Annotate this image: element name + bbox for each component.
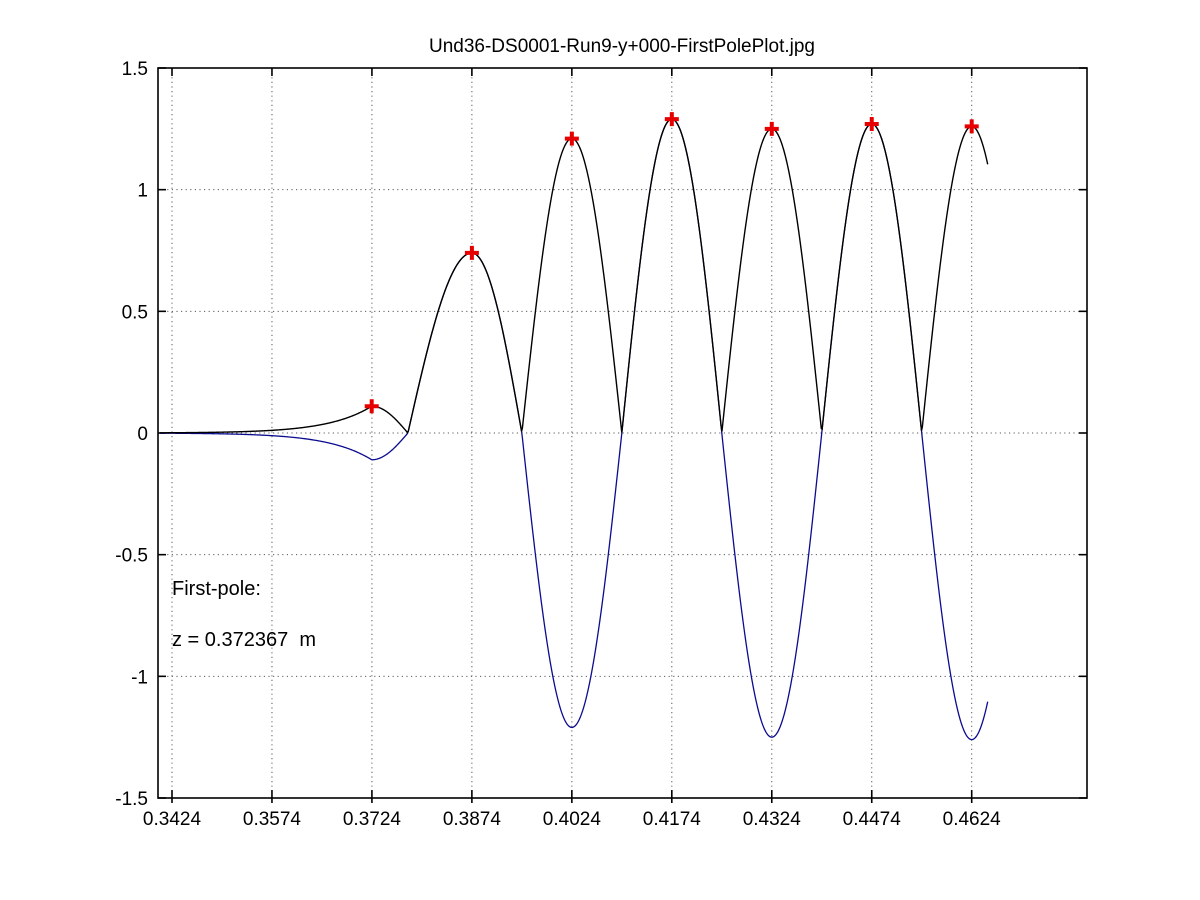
y-axis-tick-label: -1: [131, 667, 148, 688]
y-axis-tick-label: -1.5: [115, 789, 148, 810]
plot-title: Und36-DS0001-Run9-y+000-FirstPolePlot.jp…: [429, 36, 815, 57]
x-axis-tick-label: 0.3874: [443, 809, 502, 830]
x-axis-tick-label: 0.3724: [343, 809, 402, 830]
pole-marker: [964, 119, 979, 134]
plot-labels: Und36-DS0001-Run9-y+000-FirstPolePlot.jp…: [115, 36, 1001, 830]
pole-marker: [364, 399, 379, 414]
annotation-first-pole-value: z = 0.372367 m: [172, 629, 316, 651]
x-axis-tick-label: 0.3574: [243, 809, 302, 830]
pole-marker: [764, 121, 779, 136]
y-axis-tick-label: -0.5: [115, 546, 148, 567]
x-axis-tick-label: 0.4474: [843, 809, 902, 830]
pole-marker: [464, 245, 479, 260]
x-axis-tick-label: 0.4174: [643, 809, 702, 830]
y-axis-tick-label: 0.5: [122, 302, 148, 323]
plot-border: [157, 67, 1088, 799]
annotation-first-pole-label: First-pole:: [172, 578, 261, 600]
x-axis-tick-label: 0.4024: [543, 809, 602, 830]
pole-marker: [864, 116, 879, 131]
y-axis-tick-label: 1.5: [122, 59, 148, 80]
x-axis-tick-label: 0.3424: [143, 809, 202, 830]
abs-field-curve: [159, 118, 989, 434]
x-axis-tick-label: 0.4624: [943, 809, 1002, 830]
plot-graphics: [157, 67, 1088, 803]
x-axis-tick-label: 0.4324: [743, 809, 802, 830]
pole-marker: [564, 131, 579, 146]
y-axis-tick-label: 1: [137, 181, 148, 202]
y-axis-tick-label: 0: [137, 424, 148, 445]
pole-marker: [664, 112, 679, 127]
